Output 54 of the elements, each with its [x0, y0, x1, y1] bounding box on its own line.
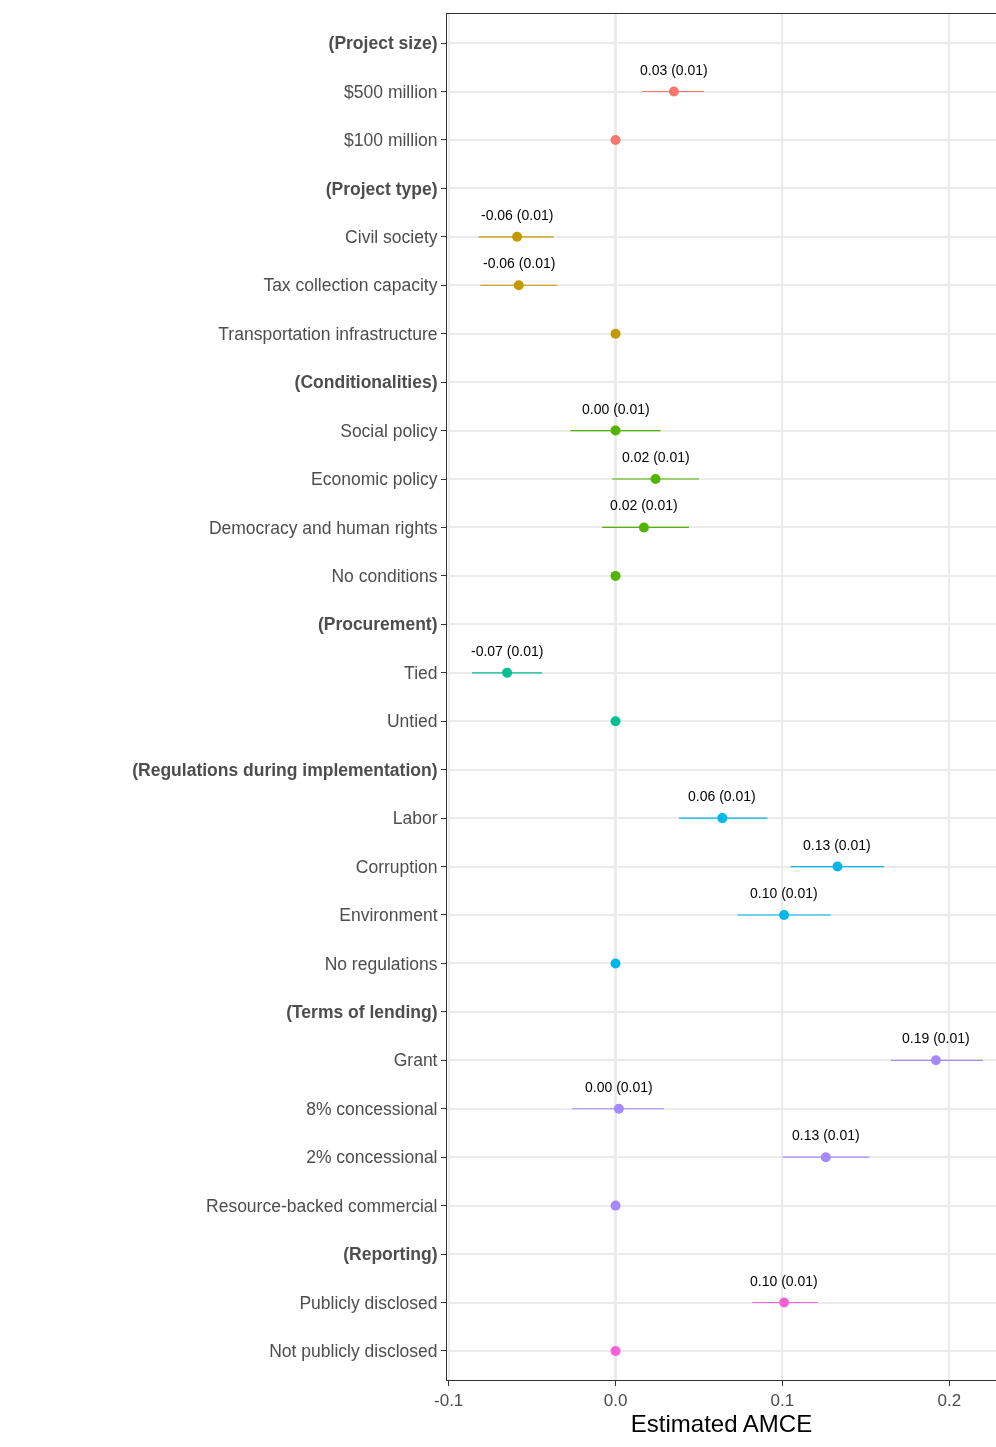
y-tick-label: 2% concessional — [306, 1147, 438, 1168]
data-label: 0.19 (0.01) — [902, 1030, 970, 1046]
x-axis-title: Estimated AMCE — [630, 1410, 813, 1438]
y-tick-label: (Project size) — [328, 33, 438, 54]
data-label: 0.10 (0.01) — [750, 885, 818, 901]
y-tick-label: $500 million — [344, 81, 438, 102]
y-tick-label: (Regulations during implementation) — [132, 759, 438, 780]
y-tick-label: Tax collection capacity — [263, 275, 438, 296]
data-label: 0.00 (0.01) — [585, 1079, 653, 1095]
y-tick-label: No regulations — [324, 953, 438, 974]
data-label: -0.06 (0.01) — [483, 255, 556, 271]
y-tick-label: Environment — [339, 905, 438, 926]
data-label: 0.10 (0.01) — [750, 1273, 818, 1289]
y-tick-label: Transportation infrastructure — [218, 323, 438, 344]
y-tick-label: (Conditionalities) — [294, 372, 438, 393]
y-tick-label: (Reporting) — [343, 1244, 438, 1265]
y-tick-label: Social policy — [340, 420, 438, 441]
x-tick-label: -0.1 — [434, 1391, 464, 1411]
y-tick-label: Untied — [386, 711, 438, 732]
data-label: 0.13 (0.01) — [792, 1127, 860, 1143]
y-tick-label: Resource-backed commercial — [206, 1195, 438, 1216]
y-tick-label: Democracy and human rights — [208, 517, 438, 538]
data-label: 0.06 (0.01) — [688, 788, 756, 804]
y-tick-label: (Procurement) — [317, 614, 438, 635]
data-label: -0.07 (0.01) — [471, 643, 544, 659]
y-tick-label: (Terms of lending) — [286, 1001, 438, 1022]
y-tick-label: Economic policy — [311, 469, 438, 490]
point — [610, 958, 621, 969]
y-tick-label: $100 million — [344, 130, 438, 151]
x-tick-label: 0.2 — [937, 1391, 962, 1411]
y-tick-label: (Project type) — [325, 178, 438, 199]
y-tick-label: Corruption — [355, 856, 438, 877]
data-label: 0.02 (0.01) — [622, 449, 690, 465]
data-label: 0.00 (0.01) — [582, 401, 650, 417]
data-label: 0.03 (0.01) — [640, 62, 708, 78]
x-tick-label: 0.0 — [603, 1391, 628, 1411]
data-label: -0.06 (0.01) — [481, 207, 554, 223]
y-tick-label: Publicly disclosed — [299, 1292, 438, 1313]
y-tick-label: 8% concessional — [306, 1098, 438, 1119]
y-tick-label: Tied — [404, 662, 438, 683]
point — [610, 134, 621, 145]
point — [610, 1345, 621, 1356]
x-tick-label: 0.1 — [770, 1391, 795, 1411]
data-label: 0.02 (0.01) — [610, 497, 678, 513]
y-tick-label: No conditions — [331, 566, 438, 587]
point — [610, 716, 621, 727]
y-tick-label: Not publicly disclosed — [269, 1341, 438, 1362]
y-tick-label: Labor — [392, 808, 438, 829]
y-tick-label: Civil society — [345, 226, 438, 247]
point — [610, 1200, 621, 1211]
y-tick-label: Grant — [393, 1050, 438, 1071]
point — [610, 328, 621, 339]
point — [610, 570, 621, 581]
data-label: 0.13 (0.01) — [803, 837, 871, 853]
